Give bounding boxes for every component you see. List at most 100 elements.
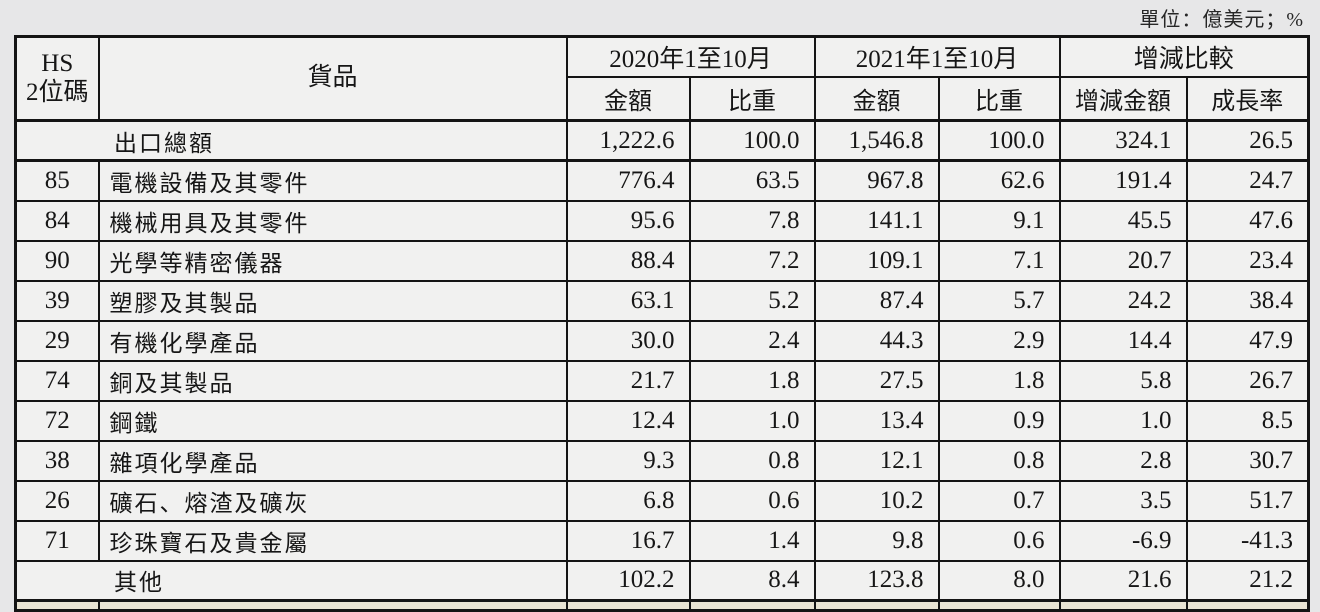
change-amount-cell: 1.0	[1058, 399, 1188, 442]
amount-2021-cell: 9.8	[813, 519, 940, 562]
change-amount-cell: -6.9	[1058, 519, 1188, 562]
table-header: HS 2位碼 貨品 2020年1至10月 2021年1至10月 增減比較 金額 …	[14, 35, 1310, 122]
change-amount-cell: 5.8	[1058, 359, 1188, 402]
growth-rate-cell: -41.3	[1185, 519, 1310, 562]
share-2020-cell: 1.4	[688, 519, 816, 562]
product-cell: 機械用具及其零件	[97, 199, 568, 242]
hs-header-line2: 2位碼	[25, 78, 89, 106]
col-header-product: 貨品	[97, 35, 568, 122]
growth-rate-cell: 47.9	[1185, 319, 1310, 362]
product-cell: 電機設備及其零件	[97, 159, 568, 202]
growth-rate-cell: 26.7	[1185, 359, 1310, 402]
share-2020-cell: 0.6	[688, 479, 816, 522]
col-header-growth-rate: 成長率	[1185, 76, 1310, 122]
hs-code-cell: 72	[14, 399, 100, 442]
product-cell: 鋼鐵	[97, 399, 568, 442]
amount-2021-cell: 967.8	[813, 159, 940, 202]
share-2021-cell: 0.7	[937, 479, 1061, 522]
product-cell: 珍珠寶石及貴金屬	[97, 519, 568, 562]
change-amount-cell: 191.4	[1058, 159, 1188, 202]
product-cell: 其他	[14, 559, 568, 602]
amount-2021-cell: 87.4	[813, 279, 940, 322]
amount-2021-cell: 13.4	[813, 399, 940, 442]
share-2021-cell: 9.1	[937, 199, 1061, 242]
col-header-amount-2020: 金額	[565, 76, 691, 122]
share-2021-cell: 0.8	[937, 439, 1061, 482]
amount-2020-cell: 102.2	[565, 559, 691, 602]
table-row: 72 鋼鐵 12.4 1.0 13.4 0.9 1.0 8.5	[14, 399, 1310, 442]
amount-2021-cell: 141.1	[813, 199, 940, 242]
hs-code-cell: 71	[14, 519, 100, 562]
unit-note: 單位：億美元；%	[1139, 9, 1304, 31]
hs-code-cell: 26	[14, 479, 100, 522]
hs-code-cell: 84	[14, 199, 100, 242]
product-cell: 光學等精密儀器	[97, 239, 568, 282]
amount-2021-cell: 27.5	[813, 359, 940, 402]
change-amount-cell: 21.6	[1058, 559, 1188, 602]
col-header-change-amount: 增減金額	[1058, 76, 1188, 122]
trade-statistics-table: HS 2位碼 貨品 2020年1至10月 2021年1至10月 增減比較 金額 …	[14, 35, 1311, 612]
change-amount-cell: 3.5	[1058, 479, 1188, 522]
share-2020-cell: 8.4	[688, 559, 816, 602]
amount-2020-cell: 1,222.6	[565, 119, 691, 162]
hs-code-cell: 29	[14, 319, 100, 362]
change-amount-cell: 324.1	[1058, 119, 1188, 162]
share-2020-cell: 1.8	[688, 359, 816, 402]
table-row: 29 有機化學產品 30.0 2.4 44.3 2.9 14.4 47.9	[14, 319, 1310, 362]
change-amount-cell: 20.7	[1058, 239, 1188, 282]
col-header-share-2020: 比重	[688, 76, 816, 122]
share-2020-cell: 63.5	[688, 159, 816, 202]
amount-2020-cell: 9.3	[565, 439, 691, 482]
share-2021-cell: 8.0	[937, 559, 1061, 602]
amount-2021-cell: 12.1	[813, 439, 940, 482]
share-2021-cell: 100.0	[937, 119, 1061, 162]
amount-2021-cell: 44.3	[813, 319, 940, 362]
amount-2020-cell: 95.6	[565, 199, 691, 242]
table-row: 90 光學等精密儀器 88.4 7.2 109.1 7.1 20.7 23.4	[14, 239, 1310, 282]
share-2021-cell: 1.8	[937, 359, 1061, 402]
col-group-2020: 2020年1至10月	[565, 35, 816, 78]
product-cell: 有機化學產品	[97, 319, 568, 362]
table-row: 84 機械用具及其零件 95.6 7.8 141.1 9.1 45.5 47.6	[14, 199, 1310, 242]
share-2021-cell: 62.6	[937, 159, 1061, 202]
table-row: 71 珍珠寶石及貴金屬 16.7 1.4 9.8 0.6 -6.9 -41.3	[14, 519, 1310, 562]
change-amount-cell: 45.5	[1058, 199, 1188, 242]
amount-2020-cell: 30.0	[565, 319, 691, 362]
share-2021-cell: 0.9	[937, 399, 1061, 442]
table-row: 其他 102.2 8.4 123.8 8.0 21.6 21.2	[14, 559, 1310, 602]
amount-2021-cell: 1,546.8	[813, 119, 940, 162]
share-2021-cell: 0.6	[937, 519, 1061, 562]
hs-header-line1: HS	[41, 49, 74, 77]
amount-2020-cell: 776.4	[565, 159, 691, 202]
amount-2020-cell: 63.1	[565, 279, 691, 322]
share-2020-cell: 100.0	[688, 119, 816, 162]
product-cell: 雜項化學產品	[97, 439, 568, 482]
growth-rate-cell: 26.5	[1185, 119, 1310, 162]
share-2021-cell: 7.1	[937, 239, 1061, 282]
product-cell: 銅及其製品	[97, 359, 568, 402]
share-2020-cell: 1.0	[688, 399, 816, 442]
growth-rate-cell: 24.7	[1185, 159, 1310, 202]
table-row: 85 電機設備及其零件 776.4 63.5 967.8 62.6 191.4 24.7	[14, 159, 1310, 202]
amount-2021-cell: 109.1	[813, 239, 940, 282]
table-body: 出口總額 1,222.6 100.0 1,546.8 100.0 324.1 26.5 85 電…	[14, 119, 1310, 602]
col-group-change: 增減比較	[1058, 35, 1310, 78]
change-amount-cell: 14.4	[1058, 319, 1188, 362]
amount-2020-cell: 21.7	[565, 359, 691, 402]
table-row: 26 礦石、熔渣及礦灰 6.8 0.6 10.2 0.7 3.5 51.7	[14, 479, 1310, 522]
table-row: 39 塑膠及其製品 63.1 5.2 87.4 5.7 24.2 38.4	[14, 279, 1310, 322]
header-group-row: HS 2位碼 貨品 2020年1至10月 2021年1至10月 增減比較	[14, 35, 1310, 122]
growth-rate-cell: 30.7	[1185, 439, 1310, 482]
hs-code-cell: 74	[14, 359, 100, 402]
amount-2020-cell: 16.7	[565, 519, 691, 562]
growth-rate-cell: 23.4	[1185, 239, 1310, 282]
col-header-hs-code: HS 2位碼	[14, 35, 100, 122]
share-2020-cell: 5.2	[688, 279, 816, 322]
table-row: 74 銅及其製品 21.7 1.8 27.5 1.8 5.8 26.7	[14, 359, 1310, 402]
header-sub-row: 金額 比重 金額 比重 增減金額 成長率	[16, 76, 1310, 122]
growth-rate-cell: 21.2	[1185, 559, 1310, 602]
share-2020-cell: 7.2	[688, 239, 816, 282]
table-row: 38 雜項化學產品 9.3 0.8 12.1 0.8 2.8 30.7	[14, 439, 1310, 482]
share-2020-cell: 0.8	[688, 439, 816, 482]
